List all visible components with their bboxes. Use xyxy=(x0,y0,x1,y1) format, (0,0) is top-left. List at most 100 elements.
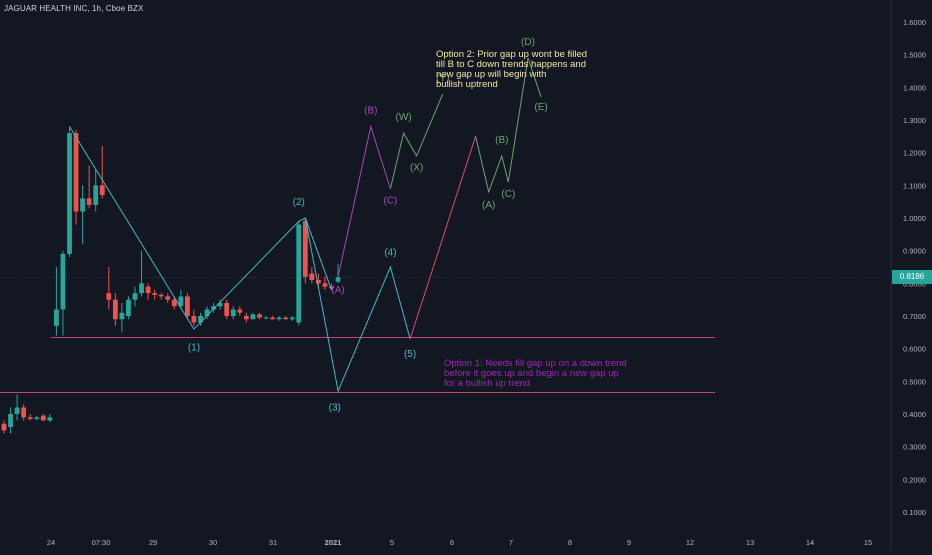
option1-annotation: Option 1: Needs fill gap up on a down tr… xyxy=(444,358,627,389)
wave-label: (A) xyxy=(331,285,344,296)
price-tick-label: 1.6000 xyxy=(903,18,926,27)
candle-body xyxy=(276,317,282,320)
candle-body xyxy=(1,423,7,431)
time-tick-label: 8 xyxy=(568,538,572,547)
wave-label: (4) xyxy=(384,248,396,259)
price-tick-label: 1.5000 xyxy=(903,51,926,60)
option2-annotation: Option 2: Prior gap up wont be filled ti… xyxy=(436,49,588,90)
candle-body xyxy=(60,253,66,310)
price-tick-label: 0.5000 xyxy=(903,377,926,386)
time-tick-label: 5 xyxy=(390,538,394,547)
candle-body xyxy=(224,302,230,316)
candle-body xyxy=(263,317,269,319)
candle-body xyxy=(139,283,144,294)
candle-body xyxy=(250,314,256,320)
candle-body xyxy=(322,283,328,287)
candle-body xyxy=(335,277,341,282)
time-tick-label: 7 xyxy=(509,538,513,547)
candle-body xyxy=(145,286,151,294)
candle-body xyxy=(329,286,334,289)
candle-body xyxy=(257,314,262,318)
candle-body xyxy=(40,415,46,421)
price-tick-label: 0.3000 xyxy=(903,443,926,452)
time-tick-label: 9 xyxy=(627,538,631,547)
time-tick-label: 24 xyxy=(47,538,55,547)
wave-path xyxy=(409,136,477,340)
price-tick-label: 1.2000 xyxy=(903,149,926,158)
candle-body xyxy=(106,293,112,300)
wave-path xyxy=(389,93,444,189)
time-tick-label: 14 xyxy=(806,538,814,547)
wave-label: (A) xyxy=(482,200,495,211)
time-tick-label: 15 xyxy=(864,538,872,547)
candle-body xyxy=(73,133,79,212)
candle-body xyxy=(8,414,13,428)
wave-label: (5) xyxy=(404,349,416,360)
price-tick-label: 0.6000 xyxy=(903,345,926,354)
wave-labels: (1) (2) (3) (4) (5) (A) (B) (C) (W) (X) (Y) (A) (B) (… xyxy=(188,37,548,414)
time-tick-label: 30 xyxy=(209,538,217,547)
candle-body xyxy=(47,417,53,421)
candle-body xyxy=(185,296,190,316)
gap-levels xyxy=(0,337,715,393)
price-tick-label: 0.2000 xyxy=(903,475,926,484)
wave-label: (X) xyxy=(410,163,423,174)
candle-body xyxy=(99,185,105,196)
wave-label: (2) xyxy=(293,197,305,208)
candle-body xyxy=(86,198,92,205)
candle-body xyxy=(289,317,295,320)
price-tick-label: 0.7000 xyxy=(903,312,926,321)
wave-label: (D) xyxy=(521,37,535,48)
candle-body xyxy=(158,294,164,297)
wave-path xyxy=(69,126,332,330)
time-tick-label: 6 xyxy=(450,538,454,547)
candle-body xyxy=(126,299,131,316)
candle-body xyxy=(243,316,249,320)
time-axis[interactable]: 24 07:30 29 30 31 2021 5 6 7 8 9 12 13 14 15 xyxy=(47,538,872,547)
wave-label: (W) xyxy=(395,112,411,123)
wave-label: (C) xyxy=(384,195,398,206)
candle-body xyxy=(302,221,308,277)
candle-body xyxy=(165,296,171,300)
candle-body xyxy=(296,224,302,323)
candles xyxy=(1,126,341,434)
wave-label: (3) xyxy=(329,403,341,414)
time-tick-label: 29 xyxy=(149,538,157,547)
price-tick-label: 1.0000 xyxy=(903,214,926,223)
candle-body xyxy=(152,293,158,295)
time-tick-label: 31 xyxy=(269,538,277,547)
wave-path xyxy=(475,57,542,194)
wave-label: (E) xyxy=(534,102,547,113)
candle-body xyxy=(198,316,203,323)
price-tick-label: 0.1000 xyxy=(903,508,926,517)
candle-body xyxy=(171,299,177,307)
candle-body xyxy=(316,280,321,284)
candle-body xyxy=(80,198,85,212)
candle-body xyxy=(67,133,72,254)
time-tick-label: 12 xyxy=(686,538,694,547)
candle-body xyxy=(270,317,275,320)
price-tick-label: 0.4000 xyxy=(903,410,926,419)
time-tick-label: 13 xyxy=(746,538,754,547)
wave-label: (B) xyxy=(495,135,508,146)
wave-paths xyxy=(69,57,542,393)
price-tick-label: 0.9000 xyxy=(903,247,926,256)
candle-body xyxy=(309,273,315,281)
candle-body xyxy=(27,417,33,419)
symbol-title[interactable]: JAGUAR HEALTH INC, 1h, Cboe BZX xyxy=(4,4,144,13)
price-tick-label: 1.1000 xyxy=(903,181,926,190)
price-tick-label: 1.4000 xyxy=(903,83,926,92)
candle-body xyxy=(191,316,197,323)
last-price-tag: 0.8186 xyxy=(892,270,932,285)
time-tick-label: 07:30 xyxy=(92,538,111,547)
candle-body xyxy=(237,309,243,313)
candle-body xyxy=(119,312,125,320)
price-axis[interactable]: 1.6000 1.5000 1.4000 1.3000 1.2000 1.1000 1.00… xyxy=(903,18,926,517)
wave-label: (Y) xyxy=(436,73,449,84)
wave-path xyxy=(337,124,391,277)
candle-body xyxy=(54,309,59,326)
candle-body xyxy=(204,309,210,316)
candle-body xyxy=(21,407,27,418)
